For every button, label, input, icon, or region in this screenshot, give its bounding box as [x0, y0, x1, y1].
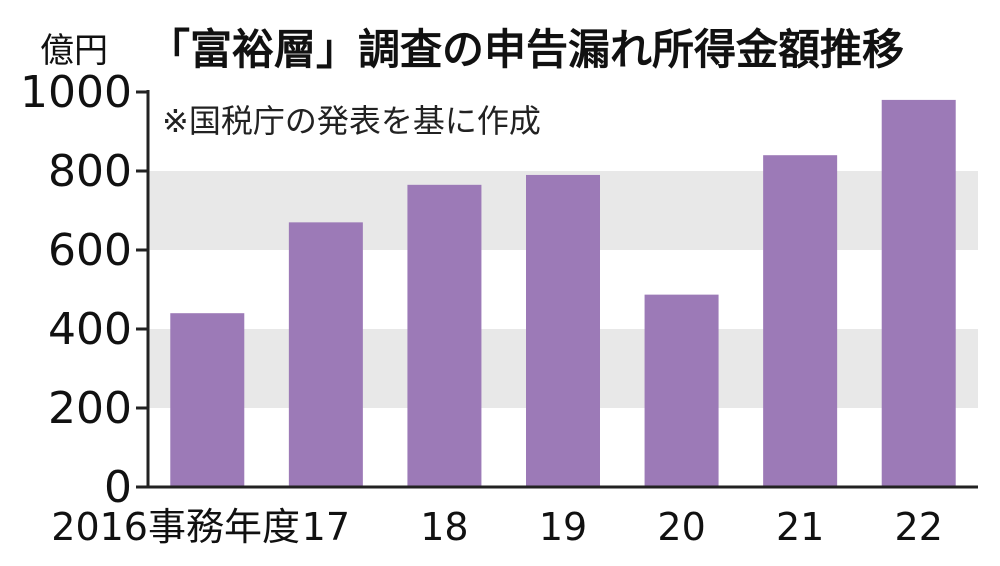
- y-tick-label: 400: [48, 304, 132, 355]
- bar-5: [763, 155, 838, 487]
- y-tick-label: 600: [48, 225, 132, 276]
- source-note: ※国税庁の発表を基に作成: [162, 102, 541, 140]
- y-tick-label: 0: [104, 462, 132, 513]
- bar-1: [288, 222, 363, 487]
- x-tick-label: 19: [539, 505, 587, 549]
- chart-title: 「富裕層」調査の申告漏れ所得金額推移: [148, 25, 904, 74]
- bars: [170, 99, 956, 488]
- bar-3: [526, 174, 600, 487]
- axes: [136, 90, 978, 489]
- x-tick-label: 2016事務年度: [51, 505, 300, 549]
- x-tick-label: 17: [302, 505, 350, 549]
- y-tick-label: 800: [48, 146, 132, 197]
- bar-0: [170, 313, 245, 487]
- bar-6: [881, 99, 956, 488]
- y-tick-label: 1000: [20, 67, 132, 118]
- bar-2: [407, 184, 482, 487]
- y-tick-labels: 0 200 400 600 800 1000: [20, 67, 132, 513]
- x-tick-label: 18: [420, 505, 468, 549]
- y-tick-label: 200: [48, 383, 132, 434]
- x-tick-label: 21: [776, 505, 824, 549]
- x-tick-label: 22: [895, 505, 943, 549]
- x-tick-labels: 2016事務年度 17 18 19 20 21 22: [51, 505, 943, 549]
- x-tick-label: 20: [657, 505, 705, 549]
- unit-label: 億円: [40, 31, 108, 71]
- bar-4: [644, 294, 719, 487]
